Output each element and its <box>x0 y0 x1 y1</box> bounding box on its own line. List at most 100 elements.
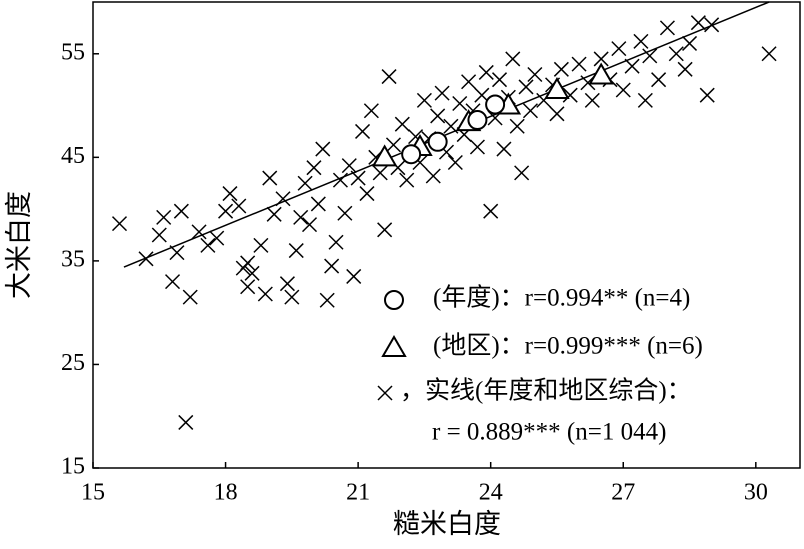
x-marker <box>173 203 189 219</box>
x-marker <box>425 168 441 184</box>
x-tick-label: 24 <box>479 480 503 506</box>
x-stroke <box>690 15 706 31</box>
x-marker <box>355 123 371 139</box>
x-marker <box>372 165 388 181</box>
x-stroke <box>390 160 406 176</box>
x-marker <box>452 95 468 112</box>
x-marker <box>527 66 543 83</box>
x-marker <box>363 103 379 119</box>
circle-marker <box>384 290 404 310</box>
x-stroke <box>182 289 198 305</box>
x-stroke <box>359 186 375 202</box>
x-marker <box>165 274 181 290</box>
y-tick-label: 55 <box>61 39 85 65</box>
x-stroke <box>447 154 463 171</box>
annotation: r = 0.889*** (n=1 044) <box>432 419 666 446</box>
x-stroke <box>399 172 415 188</box>
x-stroke <box>310 196 326 212</box>
x-tick-label: 27 <box>611 480 635 506</box>
x-stroke <box>438 144 455 160</box>
x-stroke <box>593 51 609 67</box>
legend-label: (地区)：r=0.999*** (n=6) <box>433 332 703 360</box>
circle-marker <box>467 110 488 131</box>
x-marker <box>699 87 715 103</box>
x-marker <box>262 170 278 186</box>
x-stroke <box>301 217 318 233</box>
x-marker <box>359 186 375 202</box>
x-marker <box>324 258 340 274</box>
x-stroke <box>469 139 485 155</box>
circle-marker <box>427 131 448 152</box>
x-stroke <box>483 203 499 219</box>
x-marker <box>200 237 216 253</box>
x-stroke <box>434 85 450 101</box>
x-stroke <box>306 160 322 176</box>
x-marker <box>549 106 565 122</box>
x-stroke <box>257 286 273 302</box>
x-marker <box>297 175 313 191</box>
x-marker <box>377 385 393 401</box>
x-tick-label: 15 <box>81 480 105 506</box>
x-marker <box>182 289 198 305</box>
x-marker <box>469 139 485 155</box>
x-marker <box>615 82 631 98</box>
x-marker <box>509 118 525 134</box>
y-tick-label: 25 <box>61 350 85 376</box>
x-stroke <box>191 224 207 240</box>
x-marker <box>668 46 684 62</box>
x-marker <box>651 72 667 88</box>
x-marker <box>337 205 353 221</box>
x-stroke <box>156 209 172 225</box>
x-marker <box>690 15 706 31</box>
x-marker <box>496 141 512 157</box>
x-stroke <box>173 203 189 219</box>
x-marker <box>399 172 415 188</box>
x-stroke <box>244 265 260 281</box>
x-marker <box>491 72 508 88</box>
x-stroke <box>222 186 238 202</box>
x-stroke <box>549 106 565 122</box>
x-marker <box>518 79 534 95</box>
x-stroke <box>452 95 468 112</box>
x-marker <box>461 74 477 90</box>
x-stroke <box>385 137 402 153</box>
x-stroke <box>509 118 525 134</box>
x-marker <box>266 206 282 222</box>
x-stroke <box>288 243 304 259</box>
triangle-marker <box>588 62 614 85</box>
x-stroke <box>478 64 494 80</box>
x-marker <box>151 227 167 243</box>
x-marker <box>381 69 397 85</box>
x-marker <box>293 209 309 225</box>
x-stroke <box>677 61 693 77</box>
x-marker <box>209 230 225 246</box>
x-marker <box>682 35 698 51</box>
x-stroke <box>363 103 379 119</box>
x-stroke <box>240 255 256 271</box>
x-stroke <box>284 289 300 305</box>
x-stroke <box>346 268 362 284</box>
x-stroke <box>240 279 256 295</box>
x-stroke <box>668 46 684 62</box>
x-stroke <box>633 33 649 49</box>
x-stroke <box>350 170 366 186</box>
x-marker <box>761 46 777 62</box>
x-stroke <box>297 175 313 191</box>
x-marker <box>522 103 538 119</box>
legend-label: ，实线(年度和地区综合)： <box>400 377 692 405</box>
x-marker <box>514 165 530 181</box>
x-marker <box>394 116 410 132</box>
x-marker <box>677 61 693 77</box>
x-stroke <box>377 222 393 238</box>
x-stroke <box>319 292 335 308</box>
x-stroke <box>527 66 543 83</box>
x-marker <box>447 154 463 171</box>
x-marker <box>301 217 318 233</box>
x-stroke <box>624 58 640 74</box>
x-marker <box>478 64 494 80</box>
x-stroke <box>408 129 424 145</box>
x-stroke <box>328 234 344 250</box>
y-axis-label: 大米白度 <box>4 191 34 299</box>
x-stroke <box>553 61 569 77</box>
